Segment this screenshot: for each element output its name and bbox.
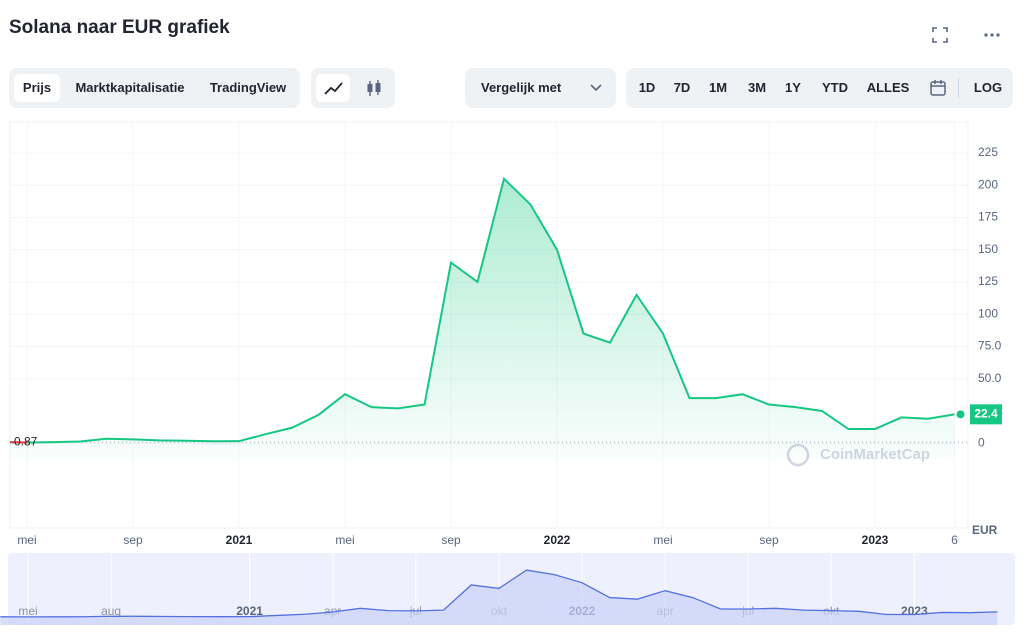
start-value-label: 0.87 [14, 434, 38, 448]
range-button[interactable]: ALLES [866, 80, 910, 95]
y-tick-label: 125 [978, 274, 998, 288]
navigator-tick-label: mei [18, 604, 37, 618]
x-tick-label: mei [653, 533, 672, 547]
area [10, 178, 955, 460]
range-button[interactable]: 1D [638, 80, 656, 95]
x-tick-label: mei [17, 533, 36, 547]
currency-label: EUR [972, 523, 998, 537]
candle-button[interactable] [359, 74, 389, 102]
plot-frame [9, 121, 969, 529]
page-title: Solana naar EUR grafiek [9, 17, 230, 38]
range-button[interactable]: 3M [747, 80, 767, 95]
separator [958, 78, 959, 98]
tab[interactable]: TradingView [209, 80, 287, 95]
last-point [956, 410, 965, 419]
compare-dropdown[interactable]: Vergelijk met [465, 68, 616, 108]
range-button[interactable]: 1M [708, 80, 728, 95]
header-icons[interactable] [928, 24, 1008, 46]
y-tick-label: 150 [978, 242, 998, 256]
y-tick-label: 0 [978, 435, 985, 449]
y-tick-label: 75.0 [978, 339, 1002, 353]
last-value-tag [970, 404, 1002, 425]
compare-label: Vergelijk met [481, 80, 562, 95]
x-tick-label: sep [441, 533, 461, 547]
price-line [10, 176, 955, 444]
y-tick-label: 225 [978, 145, 998, 159]
navigator-tick-label: 2021 [236, 604, 263, 618]
range-button[interactable]: 1Y [785, 80, 801, 95]
y-tick-label: 200 [978, 177, 998, 191]
y-tick-label: 50.0 [978, 371, 1002, 385]
calendar-button[interactable] [929, 79, 947, 97]
line-button[interactable] [316, 74, 350, 102]
last-value-label: 22.4 [974, 407, 998, 421]
navigator-line [0, 569, 998, 618]
log-button[interactable]: LOG [973, 80, 1003, 95]
range-button[interactable]: 7D [673, 80, 691, 95]
x-tick-label: 2021 [226, 533, 253, 547]
plot-area [10, 176, 968, 460]
x-tick-label: 2022 [544, 533, 571, 547]
tab-group: Prijs Marktkapitalisatie TradingView [9, 68, 300, 108]
range-group: 1D 7D 1M 3M 1Y YTD ALLES LOG [626, 68, 1013, 108]
y-tick-label: 175 [978, 210, 998, 224]
range-button[interactable]: YTD [822, 80, 848, 95]
x-tick-label: sep [759, 533, 779, 547]
navigator-tick-label: aug [101, 604, 121, 618]
tab[interactable]: Prijs [14, 74, 60, 102]
x-tick-label: sep [123, 533, 143, 547]
navigator-area [0, 570, 998, 625]
x-tick-label: 2023 [862, 533, 889, 547]
y-tick-label: 100 [978, 306, 998, 320]
x-tick-label: 6 [951, 533, 958, 547]
chart-style-group [311, 68, 395, 108]
x-tick-label: mei [335, 533, 354, 547]
tab[interactable]: Marktkapitalisatie [75, 80, 185, 95]
